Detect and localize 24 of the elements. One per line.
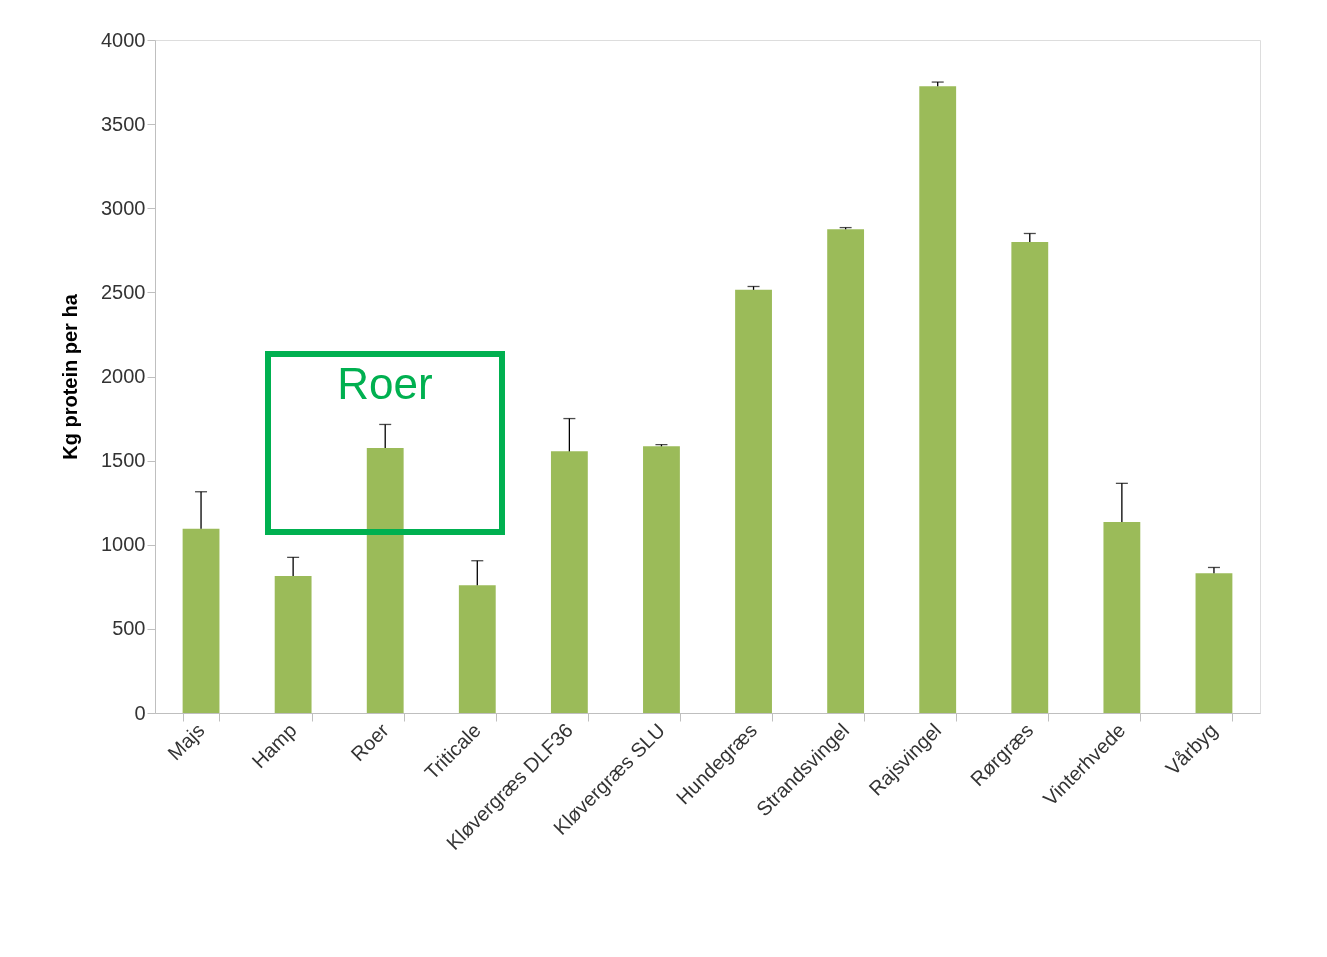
bar — [1195, 573, 1233, 713]
y-tick-label: 0 — [134, 701, 146, 724]
annotation: Roer — [337, 359, 433, 408]
bar — [643, 446, 680, 713]
y-axis-title: Kg protein per ha — [59, 293, 82, 460]
y-tick-label: 2500 — [101, 280, 146, 303]
y-tick-label: 3500 — [101, 112, 146, 135]
bar — [919, 86, 957, 713]
bar — [274, 575, 312, 713]
bar — [458, 585, 496, 713]
bar — [182, 528, 220, 713]
bar — [1103, 522, 1141, 713]
x-tick-label: Majs — [163, 719, 209, 765]
bar — [550, 451, 588, 713]
bar — [366, 448, 404, 713]
y-tick-label: 2000 — [101, 365, 146, 387]
y-tick-label: 1500 — [101, 449, 146, 472]
y-tick-label: 500 — [112, 617, 146, 640]
bar — [735, 289, 772, 713]
y-tick-label: 3000 — [101, 196, 146, 219]
bar — [827, 229, 865, 713]
y-tick-label: 4000 — [101, 28, 146, 51]
y-tick-label: 1000 — [101, 533, 146, 556]
bar — [1011, 241, 1049, 713]
